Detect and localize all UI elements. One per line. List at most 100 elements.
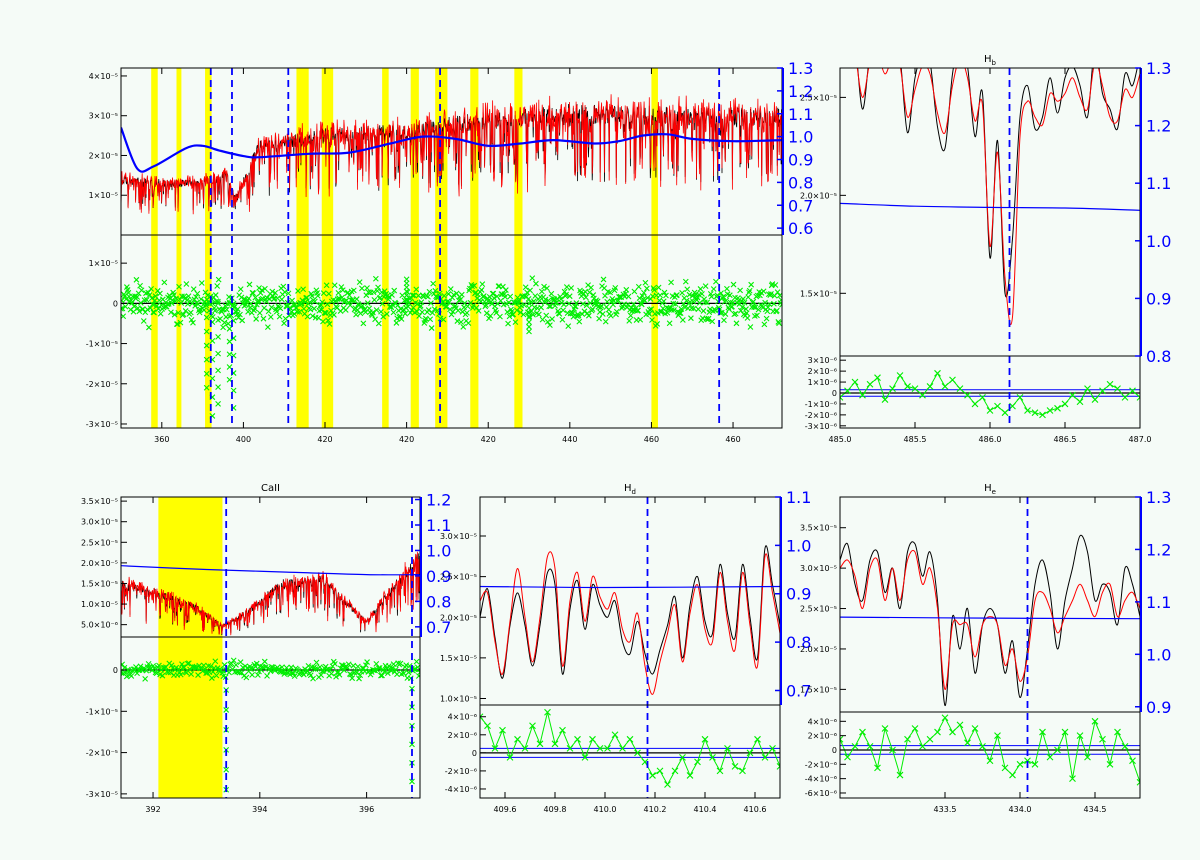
residual-point [414, 308, 420, 315]
residual-point [516, 298, 522, 304]
residual-point [911, 725, 919, 732]
panel-hd: 1.0×10⁻⁵ 1.5×10⁻⁵ 2.0×10⁻⁵ 2.5×10⁻⁵ 3.0×10⁻⁵… [440, 483, 812, 814]
residual-point [941, 714, 949, 722]
residual-point [348, 671, 354, 678]
residual-point [220, 324, 226, 331]
residual-point [414, 664, 420, 671]
residual-point [432, 287, 439, 294]
residual-point [589, 306, 596, 312]
panel-frame [120, 67, 783, 429]
y-tick-label: 1.5×10⁻⁵ [800, 685, 837, 694]
residual-point [506, 313, 513, 320]
residual-point [170, 292, 177, 298]
residual-point [426, 288, 433, 295]
residual-point [401, 670, 407, 677]
residual-point [768, 291, 774, 297]
residual-point [598, 303, 605, 309]
residual-point [157, 290, 163, 297]
residual-point [536, 740, 544, 748]
residual-point [198, 296, 204, 303]
residual-point [778, 297, 782, 303]
residual-point [484, 722, 491, 730]
residual-point [328, 670, 335, 677]
residual-point [635, 283, 642, 290]
residual-tick-label: 1×10⁻⁵ [89, 259, 118, 268]
residual-point [325, 317, 332, 324]
residual-point [529, 722, 536, 730]
residual-point [919, 391, 926, 399]
residual-point [737, 287, 744, 294]
residual-point [1099, 735, 1106, 743]
residual-point [264, 673, 270, 679]
residual-point [252, 663, 259, 670]
residual-point [327, 666, 334, 673]
residual-point [840, 735, 844, 743]
y2-tick-label: 1.0 [786, 536, 811, 555]
residual-tick-label: -2×10⁻⁶ [805, 411, 837, 420]
residual-point [347, 297, 354, 303]
residual-point [312, 298, 318, 305]
residual-point [409, 292, 416, 299]
residual-point [941, 383, 949, 390]
panel-title-subscript: d [632, 488, 636, 496]
residual-point [709, 753, 716, 761]
residual-point [491, 295, 497, 302]
residual-point [754, 735, 761, 743]
residual-point [256, 310, 263, 316]
residual-point [251, 305, 258, 312]
residual-point [375, 284, 381, 291]
residual-point [248, 300, 254, 307]
residual-point [203, 384, 210, 391]
residual-point [383, 311, 390, 317]
residual-point [536, 311, 542, 318]
residual-point [443, 304, 450, 310]
plot-area-caii [121, 497, 420, 798]
y-tick-label: 2.5×10⁻⁵ [800, 605, 837, 614]
residual-tick-label: 4×10⁻⁶ [808, 717, 837, 726]
residual-point [1136, 393, 1140, 401]
residual-point [260, 315, 267, 322]
residual-point [151, 297, 158, 304]
residual-point [774, 289, 781, 296]
y-tick-label: 2.0×10⁻⁵ [81, 559, 118, 568]
residual-point [212, 292, 219, 298]
residual-point [380, 313, 387, 320]
residual-point [522, 293, 528, 300]
residual-point [544, 285, 550, 292]
residual-point [370, 309, 376, 316]
residual-point [881, 396, 889, 403]
residual-point [750, 298, 757, 305]
residual-point [926, 383, 934, 390]
residual-point [631, 288, 638, 295]
residual-point [458, 291, 465, 298]
continuum-curve [840, 202, 1140, 211]
residual-point [746, 289, 752, 296]
residual-point [188, 671, 195, 677]
plot-area-full [121, 68, 782, 428]
residual-point [730, 281, 737, 288]
residual-point [429, 309, 436, 316]
residual-point [250, 290, 257, 297]
residual-point [979, 393, 986, 401]
residual-point [142, 675, 149, 682]
residual-point [386, 663, 392, 669]
residual-point [526, 309, 532, 316]
residual-point [607, 289, 614, 296]
residual-point [157, 310, 164, 317]
residual-point [762, 299, 768, 306]
residual-point [702, 283, 709, 289]
y2-tick-label: 0.8 [426, 592, 451, 611]
residual-point [133, 276, 140, 283]
residual-point [215, 350, 221, 357]
residual-point [171, 311, 178, 318]
residual-point [746, 287, 753, 294]
residual-tick-label: 2×10⁻⁶ [808, 732, 837, 741]
residual-point [520, 311, 527, 318]
residual-point [626, 735, 634, 743]
residual-point [143, 296, 150, 303]
residual-point [427, 316, 434, 323]
residual-point [268, 304, 275, 311]
residual-point [121, 305, 126, 312]
x-tick-label: 396 [359, 805, 374, 814]
residual-point [1001, 764, 1009, 772]
